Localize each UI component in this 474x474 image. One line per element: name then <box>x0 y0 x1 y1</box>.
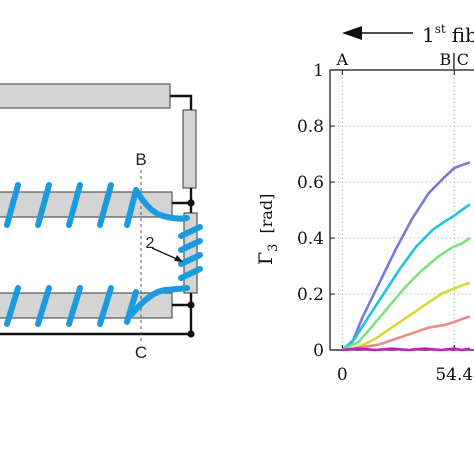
series-line-1 <box>341 161 471 352</box>
header-word: fib <box>452 23 474 47</box>
upper-vertical-element <box>182 109 197 189</box>
y-tick-label: 0.2 <box>297 285 324 305</box>
chart-header: 1st fib <box>422 22 474 47</box>
x-marker-label: A <box>336 50 349 69</box>
label-point-b: B <box>135 150 146 169</box>
y-tick-label: 0 <box>313 341 324 361</box>
y-tick-label: 0.6 <box>297 173 324 193</box>
lower-vertical-element <box>183 212 198 294</box>
x-tick-label: 54.4 <box>435 365 473 385</box>
label-element-2: 2 <box>146 235 155 252</box>
chart: 1st fib Γ3[rad] 00.20.40.60.810 54.4A B|C <box>255 22 474 385</box>
ylabel-subscript: 3 <box>266 244 281 252</box>
header-number: 1 <box>422 23 435 47</box>
callout-arrow <box>151 247 183 262</box>
chart-plot-area: 0 0.2 0.4 0.6 0.8 1 0 54.4 A B|C <box>297 50 474 385</box>
series-line-3 <box>341 236 471 352</box>
fiber-diagram: B C 2 <box>0 83 203 362</box>
y-tick-label: 1 <box>313 61 324 81</box>
y-tick-label: 0.8 <box>297 117 324 137</box>
ylabel-symbol: Γ <box>255 252 277 265</box>
y-axis-label: Γ3 [rad] <box>255 194 281 265</box>
top-fiber-bar <box>0 83 171 109</box>
series-line-6 <box>342 347 471 352</box>
svg-text:Γ3[rad]: Γ3 [rad] <box>255 194 281 265</box>
header-sup: st <box>435 22 446 36</box>
y-tick-label: 0.4 <box>297 229 324 249</box>
header-arrow <box>342 26 413 40</box>
label-point-c: C <box>135 343 147 362</box>
fiber-windings <box>4 182 203 327</box>
x-marker-label: B|C <box>440 50 469 69</box>
junction-dots <box>187 199 195 338</box>
ylabel-unit: [rad] <box>257 194 276 234</box>
series-line-4 <box>342 281 471 352</box>
series-line-2 <box>341 203 471 351</box>
x-tick-label: 0 <box>337 365 348 385</box>
series-line-5 <box>342 315 471 352</box>
